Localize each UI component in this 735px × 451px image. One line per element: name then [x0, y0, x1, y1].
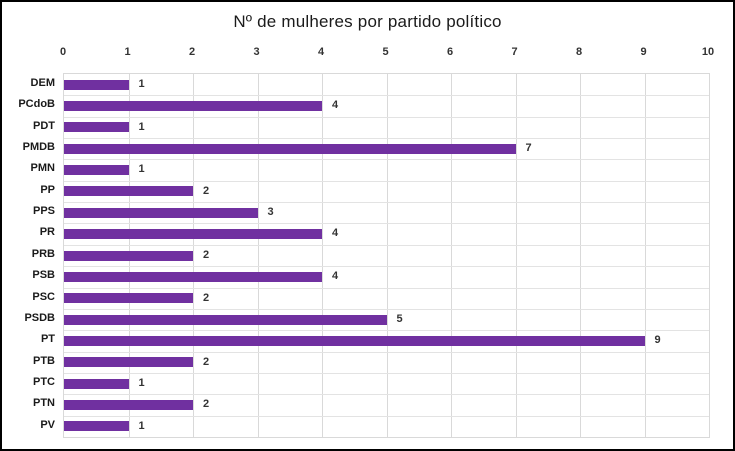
gridline-horizontal [64, 159, 709, 161]
category-label: PRB [31, 247, 55, 260]
category-label: PCdoB [18, 98, 55, 111]
gridline-vertical [580, 74, 581, 437]
category-label: PR [39, 226, 55, 239]
gridline-horizontal [64, 372, 709, 374]
category-axis: DEM PCdoB PDT PMDB PMN PP PPS PR PRB PSB PSC PSDB PT… [2, 73, 55, 436]
category-label: PTC [33, 375, 55, 388]
category-label: PMN [30, 162, 55, 175]
category-label: PP [40, 183, 55, 196]
gridline-horizontal [64, 138, 709, 140]
gridline-horizontal [64, 95, 709, 97]
bar [64, 335, 645, 346]
bar-value-label: 1 [138, 376, 145, 389]
gridline-vertical [322, 74, 323, 437]
bar [64, 250, 193, 261]
bar [64, 229, 322, 240]
plot-area: 1 4 1 7 1 2 3 4 2 4 2 5 9 2 1 2 1 [63, 73, 710, 438]
category-label: PT [40, 333, 55, 346]
bar [64, 314, 387, 325]
category-label: PSB [32, 269, 55, 282]
gridline-horizontal [64, 394, 709, 396]
bar [64, 293, 193, 304]
gridline-vertical [257, 74, 259, 437]
bar [64, 143, 516, 154]
bar-value-label: 4 [332, 99, 339, 112]
bar-value-label: 2 [203, 291, 210, 304]
bar-value-label: 1 [138, 120, 145, 133]
bar-value-label: 5 [396, 312, 403, 325]
x-tick-label: 8 [575, 46, 583, 58]
category-label: PTB [33, 354, 55, 367]
gridline-horizontal [64, 287, 709, 289]
gridline-horizontal [64, 351, 709, 353]
bar-value-label: 2 [203, 398, 210, 411]
gridline-horizontal [64, 330, 709, 332]
gridline-horizontal [64, 180, 709, 182]
x-tick-label: 9 [640, 46, 647, 58]
gridline-horizontal [64, 415, 709, 417]
bar-value-label: 1 [138, 78, 145, 90]
bar-value-label: 4 [332, 227, 339, 240]
x-tick-label: 7 [511, 46, 518, 58]
bar-value-label: 1 [138, 419, 145, 432]
gridline-horizontal [64, 244, 709, 246]
gridline-horizontal [64, 223, 709, 225]
bar-value-label: 1 [138, 163, 145, 176]
gridline-horizontal [64, 308, 709, 310]
x-tick-label: 3 [253, 46, 260, 58]
gridline-vertical [193, 74, 194, 437]
category-label: PDT [33, 119, 55, 132]
x-tick-label: 4 [317, 46, 325, 58]
category-label: PTN [33, 397, 55, 410]
bar [64, 207, 258, 218]
bar [64, 122, 129, 133]
gridline-vertical [451, 74, 452, 437]
category-label: PMDB [22, 141, 55, 154]
bar [64, 357, 193, 368]
gridline-horizontal [64, 202, 709, 204]
x-axis: 0 1 2 3 4 5 6 7 8 9 10 [59, 46, 714, 62]
x-tick-label: 1 [124, 46, 131, 58]
bar [64, 399, 193, 410]
chart-title: Nº de mulheres por partido político [233, 12, 502, 31]
bar-value-label: 7 [525, 142, 532, 155]
gridline-vertical [515, 74, 517, 437]
bar [64, 165, 129, 176]
bar-value-label: 3 [267, 206, 274, 219]
x-tick-label: 6 [446, 46, 454, 58]
bar [64, 79, 129, 90]
category-label: PSDB [24, 311, 55, 324]
x-tick-label: 0 [59, 46, 67, 58]
category-label: DEM [30, 77, 55, 89]
bar [64, 378, 129, 389]
bar-value-label: 4 [332, 270, 339, 283]
x-tick-label: 2 [188, 46, 196, 58]
gridline-horizontal [64, 266, 709, 268]
bar [64, 421, 129, 432]
gridline-vertical [386, 74, 388, 437]
category-label: PSC [32, 290, 55, 303]
category-label: PV [40, 418, 55, 431]
category-label: PPS [32, 205, 55, 218]
bar [64, 186, 193, 197]
bar-value-label: 2 [203, 184, 210, 197]
bar-value-label: 9 [654, 334, 661, 347]
bar [64, 101, 322, 112]
bar [64, 271, 322, 282]
bar-value-label: 2 [203, 248, 210, 261]
x-tick-label: 5 [382, 46, 389, 58]
gridline-vertical [644, 74, 646, 437]
gridline-horizontal [64, 116, 709, 118]
bar-value-label: 2 [203, 355, 210, 368]
x-tick-label: 10 [701, 46, 715, 58]
